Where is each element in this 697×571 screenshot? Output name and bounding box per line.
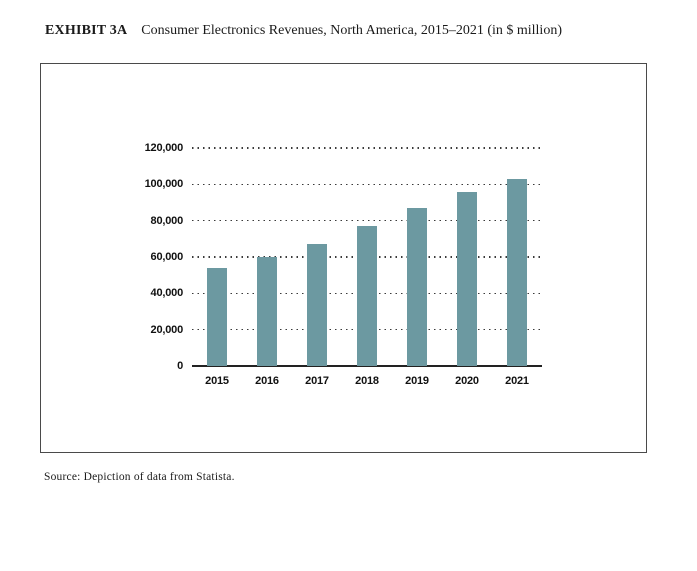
x-tick-label: 2017 <box>305 375 329 387</box>
gridline <box>192 219 542 222</box>
x-tick-label: 2018 <box>355 375 379 387</box>
x-axis-line <box>192 365 542 367</box>
source-note: Source: Depiction of data from Statista. <box>44 471 235 483</box>
x-tick-label: 2021 <box>505 375 529 387</box>
y-tick-label: 40,000 <box>150 287 184 300</box>
bar-2017 <box>307 244 327 366</box>
bar-2015 <box>207 267 227 366</box>
exhibit-label: EXHIBIT 3A <box>45 23 128 38</box>
y-tick-label: 80,000 <box>150 214 184 227</box>
x-tick-label: 2019 <box>405 375 429 387</box>
bar-2020 <box>457 191 477 366</box>
bar-2016 <box>257 257 277 366</box>
y-tick-label: 0 <box>177 360 183 372</box>
bar-chart-plot-area: 0 20,000 40,000 60,000 80,000 100,000 120,000 2… <box>41 64 646 452</box>
bar-2021 <box>507 178 527 366</box>
bar-2019 <box>407 207 427 366</box>
gridline <box>192 147 542 149</box>
y-tick-label: 20,000 <box>150 323 184 336</box>
chart-panel: 0 20,000 40,000 60,000 80,000 100,000 120,000 2… <box>40 63 647 453</box>
y-tick-label: 120,000 <box>144 142 184 154</box>
exhibit-header: EXHIBIT 3A Consumer Electronics Revenues,… <box>45 23 562 39</box>
x-tick-label: 2016 <box>255 375 279 387</box>
gridline <box>192 183 542 186</box>
exhibit-title: Consumer Electronics Revenues, North Ame… <box>141 23 562 38</box>
y-tick-label: 100,000 <box>144 178 184 191</box>
x-tick-label: 2020 <box>455 375 479 387</box>
bar-2018 <box>357 226 377 366</box>
y-tick-label: 60,000 <box>150 251 184 263</box>
x-tick-label: 2015 <box>205 375 229 387</box>
